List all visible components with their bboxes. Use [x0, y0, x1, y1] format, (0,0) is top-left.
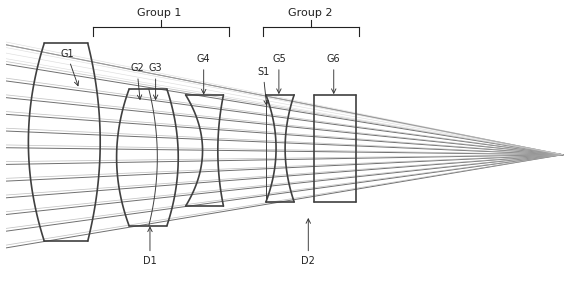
Text: D2: D2: [301, 219, 315, 266]
Text: G1: G1: [60, 49, 78, 86]
Text: G5: G5: [272, 54, 286, 93]
Text: S1: S1: [257, 67, 269, 105]
Text: D1: D1: [143, 227, 157, 266]
Text: G4: G4: [197, 54, 211, 94]
Text: G6: G6: [327, 54, 340, 93]
Text: G3: G3: [149, 63, 163, 99]
Text: Group 1: Group 1: [137, 8, 182, 18]
Text: Group 2: Group 2: [288, 8, 332, 18]
Text: G2: G2: [130, 63, 144, 99]
